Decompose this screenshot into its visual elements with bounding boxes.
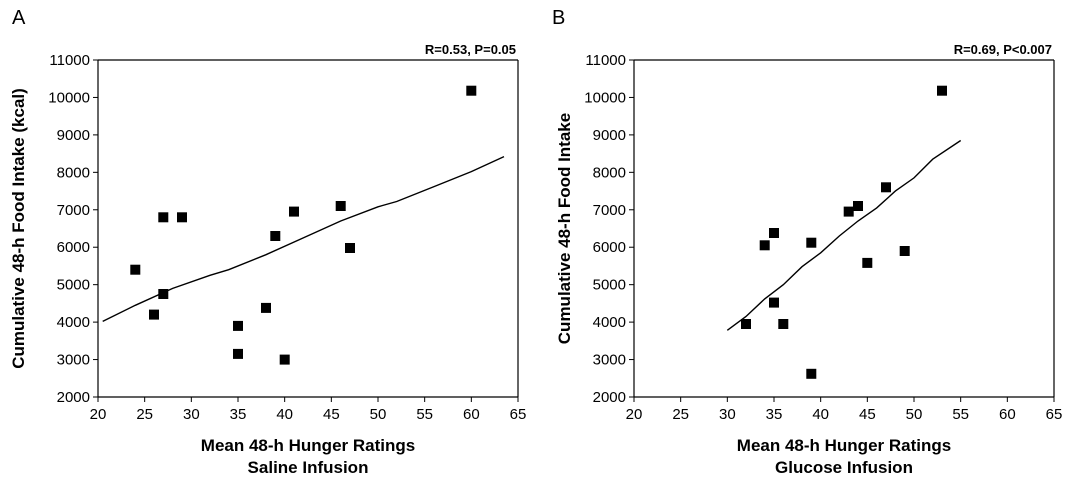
x-tick-label: 60 [999, 406, 1016, 423]
panel-label: B [552, 7, 565, 29]
x-tick-label: 55 [952, 406, 969, 423]
x-axis-title: Mean 48-h Hunger Ratings [737, 436, 951, 455]
data-point [345, 243, 355, 253]
y-axis-title: Cumulative 48-h Food Intake [555, 113, 574, 344]
data-point [233, 348, 243, 359]
data-point [158, 212, 169, 223]
data-point [778, 319, 789, 329]
x-tick-label: 30 [719, 406, 736, 423]
x-tick-label: 50 [370, 406, 387, 423]
y-tick-label: 6000 [593, 239, 626, 256]
data-point [466, 85, 477, 96]
data-point [130, 264, 141, 275]
y-tick-label: 3000 [57, 352, 90, 369]
y-tick-label: 2000 [57, 389, 90, 406]
y-tick-label: 4000 [57, 314, 90, 331]
correlation-annotation: R=0.53, P=0.05 [425, 42, 516, 57]
data-point [806, 368, 817, 379]
x-tick-label: 30 [183, 406, 200, 423]
y-axis-title: Cumulative 48-h Food Intake (kcal) [9, 88, 28, 369]
y-tick-label: 6000 [57, 239, 90, 256]
x-tick-label: 65 [1046, 406, 1063, 423]
data-point [289, 206, 299, 217]
y-tick-label: 10000 [584, 89, 626, 106]
y-tick-label: 10000 [48, 89, 90, 106]
x-tick-label: 40 [812, 406, 829, 423]
x-tick-label: 25 [136, 406, 153, 423]
y-tick-label: 11000 [585, 52, 626, 69]
regression-line [726, 139, 962, 331]
data-point [937, 85, 947, 96]
y-tick-label: 2000 [593, 389, 626, 406]
x-tick-label: 40 [276, 406, 293, 423]
x-axis-subtitle: Glucose Infusion [775, 458, 913, 477]
y-tick-label: 9000 [57, 127, 90, 144]
chart-panel-b: B 20 25 30 35 40 45 50 55 60 65 2000 3000 4000 5000 600… [552, 7, 1062, 477]
data-point [853, 201, 863, 211]
panel-label: A [12, 7, 26, 29]
data-point [177, 212, 187, 223]
y-tick-label: 5000 [57, 277, 90, 294]
y-tick-label: 8000 [593, 164, 626, 181]
x-tick-label: 25 [672, 406, 689, 423]
data-point [149, 309, 159, 320]
y-tick-label: 7000 [593, 202, 626, 219]
x-tick-label: 45 [323, 406, 340, 423]
regression-line [102, 155, 505, 323]
data-point [270, 231, 281, 241]
data-point [741, 319, 751, 329]
x-tick-label: 55 [416, 406, 433, 423]
y-tick-label: 5000 [593, 277, 626, 294]
data-point [769, 228, 779, 238]
data-point [335, 201, 346, 211]
x-axis-subtitle: Saline Infusion [248, 458, 369, 477]
x-axis-title: Mean 48-h Hunger Ratings [201, 436, 415, 455]
data-point [279, 354, 290, 365]
y-tick-label: 11000 [49, 52, 90, 69]
x-tick-label: 35 [230, 406, 247, 423]
data-point [899, 246, 910, 256]
x-tick-label: 35 [766, 406, 783, 423]
x-tick-label: 60 [463, 406, 480, 423]
x-tick-label: 65 [510, 406, 527, 423]
data-point [233, 320, 243, 331]
data-point [862, 257, 873, 268]
data-point [769, 297, 779, 308]
y-tick-label: 8000 [57, 164, 90, 181]
y-tick-label: 3000 [593, 352, 626, 369]
x-tick-label: 20 [90, 406, 107, 423]
correlation-annotation: R=0.69, P<0.007 [954, 42, 1052, 57]
data-point [806, 237, 817, 248]
data-point [759, 240, 770, 251]
x-tick-label: 20 [626, 406, 643, 423]
data-point [261, 302, 271, 313]
data-point [843, 206, 854, 217]
x-tick-label: 50 [906, 406, 923, 423]
chart-panel-a: A 20 25 30 35 40 45 50 55 60 65 2000 3000 4000 5000 600… [9, 7, 526, 477]
data-point [881, 182, 891, 193]
y-tick-label: 7000 [57, 202, 90, 219]
y-tick-label: 9000 [593, 127, 626, 144]
data-point [158, 289, 169, 299]
y-tick-label: 4000 [593, 314, 626, 331]
x-tick-label: 45 [859, 406, 876, 423]
